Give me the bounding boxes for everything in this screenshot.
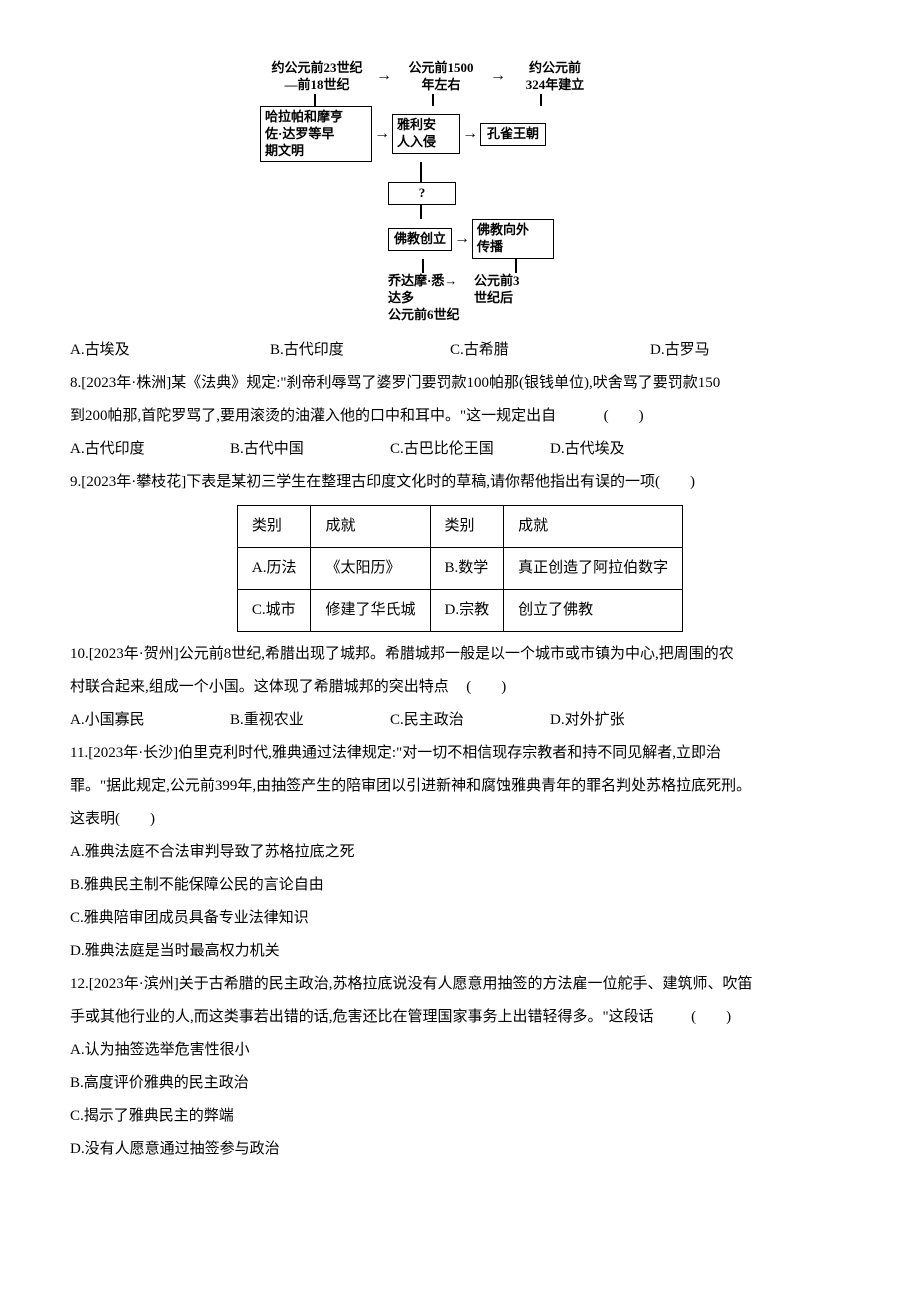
- diagram-node: 佐·达罗等早: [265, 126, 367, 143]
- diagram-node: 传播: [477, 239, 549, 256]
- diagram-label: 324年建立: [510, 77, 600, 94]
- diagram-label: 达多: [388, 290, 474, 307]
- arrow-right-icon: →: [488, 66, 508, 87]
- q8-options: A.古代印度 B.古代中国 C.古巴比伦王国 D.古代埃及: [70, 433, 850, 466]
- q10-stem: 10.[2023年·贺州]公元前8世纪,希腊出现了城邦。希腊城邦一般是以一个城市…: [70, 638, 850, 671]
- option-d: D.古罗马: [650, 334, 710, 367]
- option-a: A.认为抽签选举危害性很小: [70, 1034, 850, 1067]
- q8-stem: 到200帕那,首陀罗骂了,要用滚烫的油灌入他的口中和耳中。"这一规定出自 ( ): [70, 400, 850, 433]
- q10-options: A.小国寡民 B.重视农业 C.民主政治 D.对外扩张: [70, 704, 850, 737]
- q10-stem: 村联合起来,组成一个小国。这体现了希腊城邦的突出特点 ( ): [70, 671, 850, 704]
- option-d: D.没有人愿意通过抽签参与政治: [70, 1133, 850, 1166]
- arrow-right-icon: →: [452, 229, 472, 250]
- q11-stem: 这表明( ): [70, 803, 850, 836]
- diagram-label: 公元前3: [474, 273, 554, 290]
- q12-stem: 12.[2023年·滨州]关于古希腊的民主政治,苏格拉底说没有人愿意用抽签的方法…: [70, 968, 850, 1001]
- diagram-node: 哈拉帕和摩亨: [265, 109, 367, 126]
- option-c: C.古巴比伦王国: [390, 433, 550, 466]
- option-c: C.民主政治: [390, 704, 550, 737]
- option-d: D.对外扩张: [550, 704, 625, 737]
- diagram-label: 世纪后: [474, 290, 554, 307]
- diagram-node: 佛教向外: [477, 222, 549, 239]
- option-a: A.小国寡民: [70, 704, 230, 737]
- option-d: D.古代埃及: [550, 433, 625, 466]
- diagram-label: 乔达摩·悉: [388, 273, 444, 288]
- answer-blank: ( ): [466, 679, 506, 695]
- diagram-label: 年左右: [396, 77, 486, 94]
- arrow-right-icon: →: [374, 66, 394, 87]
- option-c: C.古希腊: [450, 334, 650, 367]
- arrow-right-icon: →: [372, 124, 392, 145]
- option-b: B.雅典民主制不能保障公民的言论自由: [70, 869, 850, 902]
- table-row: C.城市 修建了华氏城 D.宗教 创立了佛教: [237, 589, 682, 631]
- diagram-node: 孔雀王朝: [480, 123, 546, 146]
- answer-blank: ( ): [691, 1009, 731, 1025]
- diagram-label: 公元前1500: [396, 60, 486, 77]
- table-row: A.历法 《太阳历》 B.数学 真正创造了阿拉伯数字: [237, 547, 682, 589]
- q11-stem: 11.[2023年·长沙]伯里克利时代,雅典通过法律规定:"对一切不相信现存宗教…: [70, 737, 850, 770]
- option-b: B.重视农业: [230, 704, 390, 737]
- option-b: B.古代印度: [270, 334, 450, 367]
- option-c: C.揭示了雅典民主的弊端: [70, 1100, 850, 1133]
- flowchart: 约公元前23世纪 —前18世纪 → 公元前1500 年左右 → 约公元前 324…: [260, 60, 660, 324]
- table-header: 类别: [237, 505, 311, 547]
- table-header: 成就: [311, 505, 430, 547]
- option-a: A.雅典法庭不合法审判导致了苏格拉底之死: [70, 836, 850, 869]
- diagram-node: 人入侵: [397, 134, 455, 151]
- diagram-node: 雅利安: [397, 117, 455, 134]
- diagram-label: 约公元前: [510, 60, 600, 77]
- q12-stem: 手或其他行业的人,而这类事若出错的话,危害还比在管理国家事务上出错轻得多。"这段…: [70, 1001, 850, 1034]
- diagram-label: 公元前6世纪: [388, 307, 474, 324]
- option-a: A.古埃及: [70, 334, 270, 367]
- option-a: A.古代印度: [70, 433, 230, 466]
- diagram-node: 佛教创立: [388, 228, 452, 251]
- q9-stem: 9.[2023年·攀枝花]下表是某初三学生在整理古印度文化时的草稿,请你帮他指出…: [70, 466, 850, 499]
- diagram-label: 约公元前23世纪: [262, 60, 372, 77]
- option-c: C.雅典陪审团成员具备专业法律知识: [70, 902, 850, 935]
- q11-stem: 罪。"据此规定,公元前399年,由抽签产生的陪审团以引进新神和腐蚀雅典青年的罪名…: [70, 770, 850, 803]
- option-d: D.雅典法庭是当时最高权力机关: [70, 935, 850, 968]
- table-header: 成就: [504, 505, 683, 547]
- q7-options: A.古埃及 B.古代印度 C.古希腊 D.古罗马: [70, 334, 850, 367]
- option-b: B.古代中国: [230, 433, 390, 466]
- diagram-node: 期文明: [265, 143, 367, 160]
- arrow-right-icon: →: [460, 124, 480, 145]
- diagram-label: —前18世纪: [262, 77, 372, 94]
- q8-stem: 8.[2023年·株洲]某《法典》规定:"刹帝利辱骂了婆罗门要罚款100帕那(银…: [70, 367, 850, 400]
- table-header: 类别: [430, 505, 504, 547]
- diagram-node-question: ?: [388, 182, 456, 205]
- option-b: B.高度评价雅典的民主政治: [70, 1067, 850, 1100]
- q9-table: 类别 成就 类别 成就 A.历法 《太阳历》 B.数学 真正创造了阿拉伯数字 C…: [237, 505, 683, 632]
- answer-blank: ( ): [604, 408, 644, 424]
